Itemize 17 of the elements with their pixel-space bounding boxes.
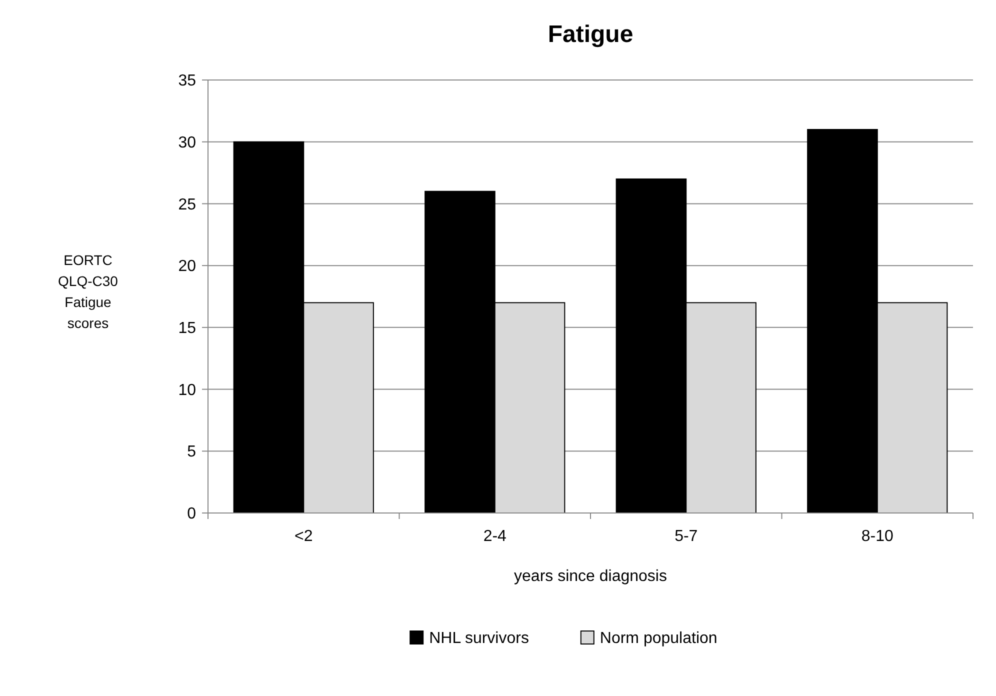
y-tick-label: 10 bbox=[178, 382, 196, 399]
legend-label: Norm population bbox=[600, 630, 718, 647]
y-tick-label: 20 bbox=[178, 258, 196, 276]
x-tick-label: 8-10 bbox=[861, 528, 894, 545]
x-axis-title: years since diagnosis bbox=[514, 568, 667, 585]
x-tick-label: 2-4 bbox=[483, 528, 507, 545]
chart-title: Fatigue bbox=[548, 21, 634, 48]
y-tick-label: 30 bbox=[178, 134, 196, 152]
y-tick-label: 15 bbox=[178, 320, 196, 338]
y-tick-label: 35 bbox=[178, 72, 196, 90]
y-tick-label: 0 bbox=[187, 506, 196, 523]
x-tick-label: <2 bbox=[294, 528, 313, 545]
x-tick-label: 5-7 bbox=[674, 528, 698, 545]
y-tick-label: 25 bbox=[178, 196, 196, 214]
y-tick-label: 5 bbox=[187, 444, 196, 461]
y-axis-title: EORTC QLQ-C30 Fatigue scores bbox=[58, 252, 118, 331]
legend-label: NHL survivors bbox=[429, 630, 529, 647]
